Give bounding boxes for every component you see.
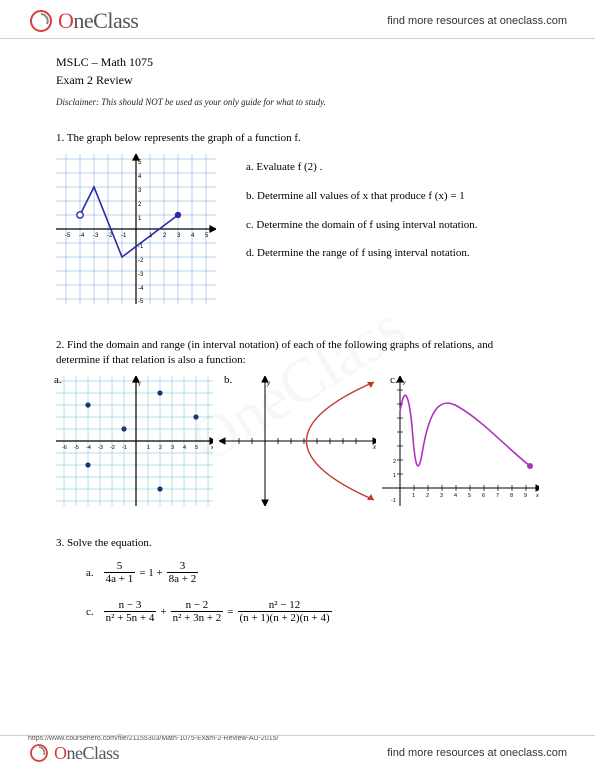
q3-equations: a. 54a + 1 = 1 + 38a + 2 c. n − 3n² + 5n… [86,560,539,624]
page-header: OneClass find more resources at oneclass… [0,0,595,39]
logo-icon [28,742,50,764]
logo-icon [28,8,54,34]
svg-text:2: 2 [163,233,167,239]
svg-text:8: 8 [510,493,513,499]
svg-text:-2: -2 [138,258,144,264]
svg-text:-3: -3 [138,272,144,278]
svg-text:3: 3 [138,188,142,194]
svg-text:y: y [402,380,407,386]
footer-logo[interactable]: OneClass [28,742,119,764]
svg-text:2: 2 [138,202,142,208]
svg-text:2: 2 [426,493,429,499]
q1-subparts: a. Evaluate f (2) . b. Determine all val… [246,154,478,304]
svg-text:y: y [138,381,141,387]
q1-body: 54321 -1-2-3-4-5 -5-4-3-2-1 12345 a. Eva… [56,154,539,304]
svg-text:x: x [372,445,376,451]
svg-text:4: 4 [138,174,142,180]
q2-graphs: a. b. c. yx -6-5-4-3-2-1 12345 [56,376,539,506]
svg-text:1: 1 [412,493,415,499]
svg-text:-4: -4 [138,286,144,292]
svg-text:5: 5 [138,160,142,166]
logo[interactable]: OneClass [28,8,138,34]
svg-text:3: 3 [171,445,174,451]
svg-text:-1: -1 [122,445,127,451]
q2b-label: b. [224,374,232,386]
svg-text:-1: -1 [391,498,396,504]
q1b: b. Determine all values of x that produc… [246,189,478,204]
svg-text:4: 4 [454,493,457,499]
svg-text:2: 2 [393,459,396,465]
header-tagline[interactable]: find more resources at oneclass.com [387,15,567,27]
svg-text:2: 2 [159,445,162,451]
svg-text:-4: -4 [86,445,91,451]
svg-text:-4: -4 [79,233,85,239]
page-footer: OneClass find more resources at oneclass… [0,735,595,770]
svg-text:1: 1 [138,216,142,222]
svg-text:-2: -2 [110,445,115,451]
course-title: MSLC – Math 1075 [56,53,539,71]
q2a-label: a. [54,374,62,386]
svg-text:4: 4 [183,445,186,451]
q2a-graph: y x -6 -5 -4 -3 -2 -1 1 2 3 4 5 [56,376,213,506]
footer-tagline[interactable]: find more resources at oneclass.com [387,747,567,759]
svg-text:7: 7 [496,493,499,499]
q3c-label: c. [86,606,94,618]
svg-text:-3: -3 [98,445,103,451]
q1-graph: 54321 -1-2-3-4-5 -5-4-3-2-1 12345 [56,154,216,304]
svg-text:-5: -5 [74,445,79,451]
logo-text: OneClass [58,8,138,34]
q3-prompt: 3. Solve the equation. [56,536,539,551]
q3a-label: a. [86,567,94,579]
q2b-graph: yx [219,376,376,506]
title-block: MSLC – Math 1075 Exam 2 Review [56,53,539,89]
q2-prompt: 2. Find the domain and range (in interva… [56,338,539,368]
svg-text:5: 5 [195,445,198,451]
q1d: d. Determine the range of f using interv… [246,246,478,261]
svg-text:4: 4 [191,233,195,239]
disclaimer: Disclaimer: This should NOT be used as y… [56,97,539,107]
svg-text:3: 3 [440,493,443,499]
footer-logo-text: OneClass [54,743,119,764]
q1a: a. Evaluate f (2) . [246,160,478,175]
svg-text:-1: -1 [121,233,127,239]
q2c-label: c. [390,374,398,386]
doc-title: Exam 2 Review [56,71,539,89]
svg-text:-6: -6 [62,445,67,451]
svg-text:-5: -5 [138,299,144,304]
svg-text:y: y [266,381,271,387]
svg-text:x: x [535,493,539,499]
svg-text:9: 9 [524,493,527,499]
q2c-graph: y x 1 2 3 4 5 6 7 8 9 -1 1 2 [382,376,539,506]
svg-text:5: 5 [468,493,471,499]
q1-prompt: 1. The graph below represents the graph … [56,131,539,146]
q3c: c. n − 3n² + 5n + 4 + n − 2n² + 3n + 2 =… [86,599,539,624]
svg-text:-5: -5 [65,233,71,239]
svg-text:5: 5 [205,233,209,239]
svg-text:3: 3 [177,233,181,239]
page-content: MSLC – Math 1075 Exam 2 Review Disclaime… [0,39,595,624]
svg-text:-3: -3 [93,233,99,239]
q3a: a. 54a + 1 = 1 + 38a + 2 [86,560,539,585]
svg-text:6: 6 [482,493,485,499]
q1c: c. Determine the domain of f using inter… [246,218,478,233]
svg-text:1: 1 [393,473,396,479]
svg-text:1: 1 [147,445,150,451]
svg-text:x: x [211,445,213,451]
